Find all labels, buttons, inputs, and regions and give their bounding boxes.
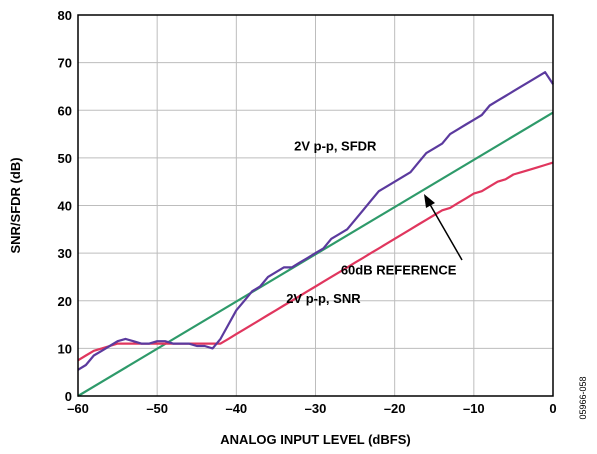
y-tick-label: 0 [65, 389, 72, 404]
y-tick-label: 40 [58, 199, 72, 214]
x-tick-label: –60 [67, 401, 89, 416]
grid [78, 15, 553, 396]
annotations: 2V p-p, SFDR 2V p-p, SNR 60dB REFERENCE [286, 139, 457, 306]
y-tick-label: 10 [58, 341, 72, 356]
annotation-arrow-head [424, 194, 435, 208]
x-tick-label: 0 [549, 401, 556, 416]
sfdr-line [77, 71, 554, 371]
y-tick-label: 30 [58, 246, 72, 261]
reference-label: 60dB REFERENCE [341, 263, 457, 278]
y-tick-label: 60 [58, 103, 72, 118]
snr-label: 2V p-p, SNR [286, 291, 361, 306]
plot-frame [77, 14, 554, 397]
x-tick-labels: –60 –50 –40 –30 –20 –10 0 [67, 401, 556, 416]
y-tick-label: 50 [58, 151, 72, 166]
x-tick-label: –10 [463, 401, 485, 416]
y-axis-label: SNR/SFDR (dB) [8, 157, 23, 253]
annotation-arrow-shaft [427, 200, 463, 261]
x-tick-label: –50 [146, 401, 168, 416]
sfdr-label: 2V p-p, SFDR [294, 139, 377, 154]
x-tick-label: –30 [305, 401, 327, 416]
x-tick-label: –20 [384, 401, 406, 416]
annotation-arrow-layer [424, 194, 463, 261]
figure-id: 05966-058 [578, 376, 588, 419]
y-tick-label: 80 [58, 8, 72, 23]
y-tick-label: 20 [58, 294, 72, 309]
x-axis-label: ANALOG INPUT LEVEL (dBFS) [220, 432, 410, 447]
snr-line [77, 161, 554, 362]
y-tick-labels: 0 10 20 30 40 50 60 70 80 [58, 8, 72, 404]
y-tick-label: 70 [58, 56, 72, 71]
series-layer [77, 71, 554, 397]
x-tick-label: –40 [225, 401, 247, 416]
